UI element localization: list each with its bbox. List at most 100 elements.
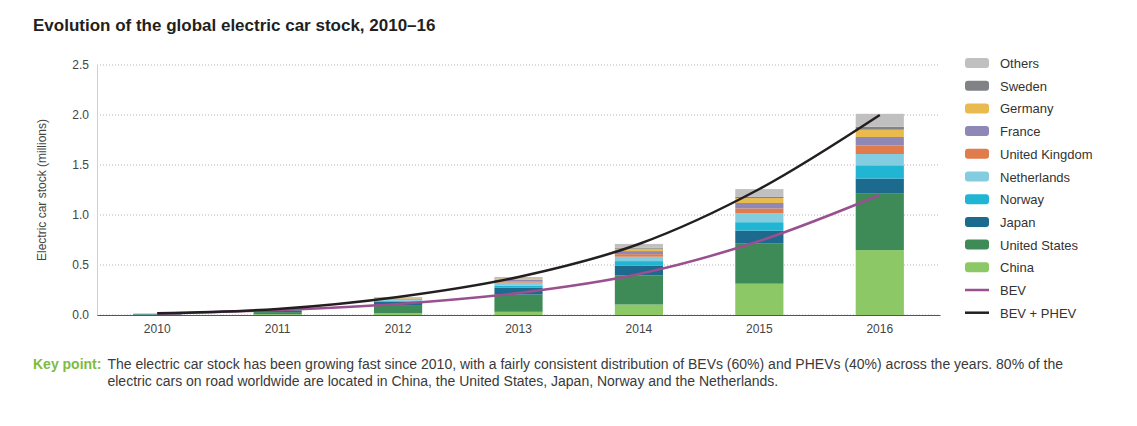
grid-line bbox=[97, 65, 940, 66]
bar-series bbox=[133, 130, 904, 314]
legend-label: Japan bbox=[1000, 215, 1035, 230]
y-tick-label: 2.0 bbox=[72, 108, 89, 122]
bar-series bbox=[133, 137, 904, 314]
legend-label: Germany bbox=[1000, 101, 1054, 116]
legend-item: BEV + PHEV bbox=[965, 306, 1077, 321]
y-tick: 2.5 bbox=[72, 58, 97, 72]
bar-series bbox=[133, 154, 904, 314]
legend-swatch bbox=[965, 126, 989, 136]
y-axis-title: Electric car stock (millions) bbox=[35, 119, 49, 261]
y-tick: 1.0 bbox=[72, 208, 97, 222]
bar bbox=[254, 312, 302, 314]
bar bbox=[735, 213, 783, 222]
legend-label: BEV bbox=[1000, 283, 1026, 298]
legend-label: BEV + PHEV bbox=[1000, 306, 1077, 321]
bar bbox=[735, 208, 783, 213]
y-tick-label: 1.0 bbox=[72, 208, 89, 222]
y-axis: 0.0 0.5 1.0 1.5 2.0 2.5 bbox=[72, 58, 97, 322]
bar bbox=[615, 305, 663, 316]
legend-label: France bbox=[1000, 124, 1040, 139]
y-tick: 1.5 bbox=[72, 158, 97, 172]
legend-item: BEV bbox=[965, 283, 1026, 298]
y-tick: 2.0 bbox=[72, 108, 97, 122]
y-tick-label: 1.5 bbox=[72, 158, 89, 172]
legend-item: Others bbox=[965, 56, 1040, 71]
title: Evolution of the global electric car sto… bbox=[33, 16, 435, 35]
grid-line bbox=[97, 165, 940, 166]
plot-area bbox=[133, 114, 904, 315]
x-axis-line bbox=[98, 315, 941, 316]
legend-item: France bbox=[965, 124, 1040, 139]
legend-swatch bbox=[965, 311, 989, 314]
bar-series bbox=[133, 145, 904, 313]
legend-item: United States bbox=[965, 238, 1079, 253]
bar-series bbox=[133, 165, 904, 314]
grid-line bbox=[97, 115, 940, 116]
bar bbox=[735, 222, 783, 230]
x-tick: 2011 bbox=[265, 315, 291, 336]
bar bbox=[856, 165, 904, 178]
legend-item: Netherlands bbox=[965, 170, 1071, 185]
legend-label: United States bbox=[1000, 238, 1079, 253]
legend-swatch bbox=[965, 240, 989, 250]
y-tick-label: 2.5 bbox=[72, 58, 89, 72]
grid-line bbox=[97, 215, 940, 216]
x-tick-label: 2013 bbox=[505, 322, 532, 336]
bar bbox=[494, 295, 542, 312]
x-tick: 2015 bbox=[746, 315, 773, 336]
x-tick-label: 2012 bbox=[385, 322, 412, 336]
bar bbox=[735, 243, 783, 284]
legend-swatch bbox=[965, 217, 989, 227]
x-tick: 2012 bbox=[385, 315, 412, 336]
x-tick: 2016 bbox=[866, 315, 893, 336]
annotation-text: The electric car stock has been growing … bbox=[107, 356, 1097, 390]
legend-swatch bbox=[965, 172, 989, 182]
legend-item: United Kingdom bbox=[965, 147, 1093, 162]
bar-series bbox=[133, 127, 904, 314]
bar bbox=[856, 145, 904, 154]
bar bbox=[494, 283, 542, 286]
legend-label: United Kingdom bbox=[1000, 147, 1093, 162]
bar bbox=[856, 154, 904, 165]
x-tick-label: 2015 bbox=[746, 322, 773, 336]
legend-swatch bbox=[965, 289, 989, 292]
y-tick: 0.0 bbox=[72, 308, 97, 322]
bar-series bbox=[133, 250, 904, 315]
legend-swatch bbox=[965, 58, 989, 68]
legend-item: Japan bbox=[965, 215, 1035, 230]
x-tick-label: 2014 bbox=[626, 322, 653, 336]
legend-swatch bbox=[965, 81, 989, 91]
bar bbox=[374, 313, 422, 315]
legend-item: China bbox=[965, 260, 1035, 275]
bar bbox=[856, 130, 904, 137]
y-tick-label: 0.5 bbox=[72, 258, 89, 272]
line bbox=[157, 195, 880, 314]
x-tick-label: 2016 bbox=[866, 322, 893, 336]
bar bbox=[374, 306, 422, 314]
legend-label: China bbox=[1000, 260, 1035, 275]
bar bbox=[615, 254, 663, 257]
legend: OthersSwedenGermanyFranceUnited KingdomN… bbox=[965, 56, 1093, 321]
bar bbox=[615, 276, 663, 305]
x-tick-label: 2010 bbox=[144, 322, 171, 336]
legend-item: Germany bbox=[965, 101, 1054, 116]
x-tick: 2014 bbox=[626, 315, 653, 336]
bar bbox=[735, 203, 783, 208]
legend-swatch bbox=[965, 194, 989, 204]
grid bbox=[97, 65, 940, 315]
legend-item: Norway bbox=[965, 192, 1045, 207]
bar-series bbox=[133, 114, 904, 314]
bar bbox=[856, 137, 904, 145]
legend-swatch bbox=[965, 103, 989, 113]
y-tick-label: 0.0 bbox=[72, 308, 89, 322]
grid-line bbox=[97, 265, 940, 266]
bar bbox=[856, 179, 904, 194]
legend-label: Netherlands bbox=[1000, 170, 1071, 185]
bar bbox=[374, 301, 422, 302]
x-tick: 2013 bbox=[505, 315, 532, 336]
line bbox=[157, 115, 880, 313]
legend-swatch bbox=[965, 262, 989, 272]
bar bbox=[494, 286, 542, 288]
bar-series bbox=[133, 179, 904, 315]
bar-series bbox=[133, 194, 904, 315]
